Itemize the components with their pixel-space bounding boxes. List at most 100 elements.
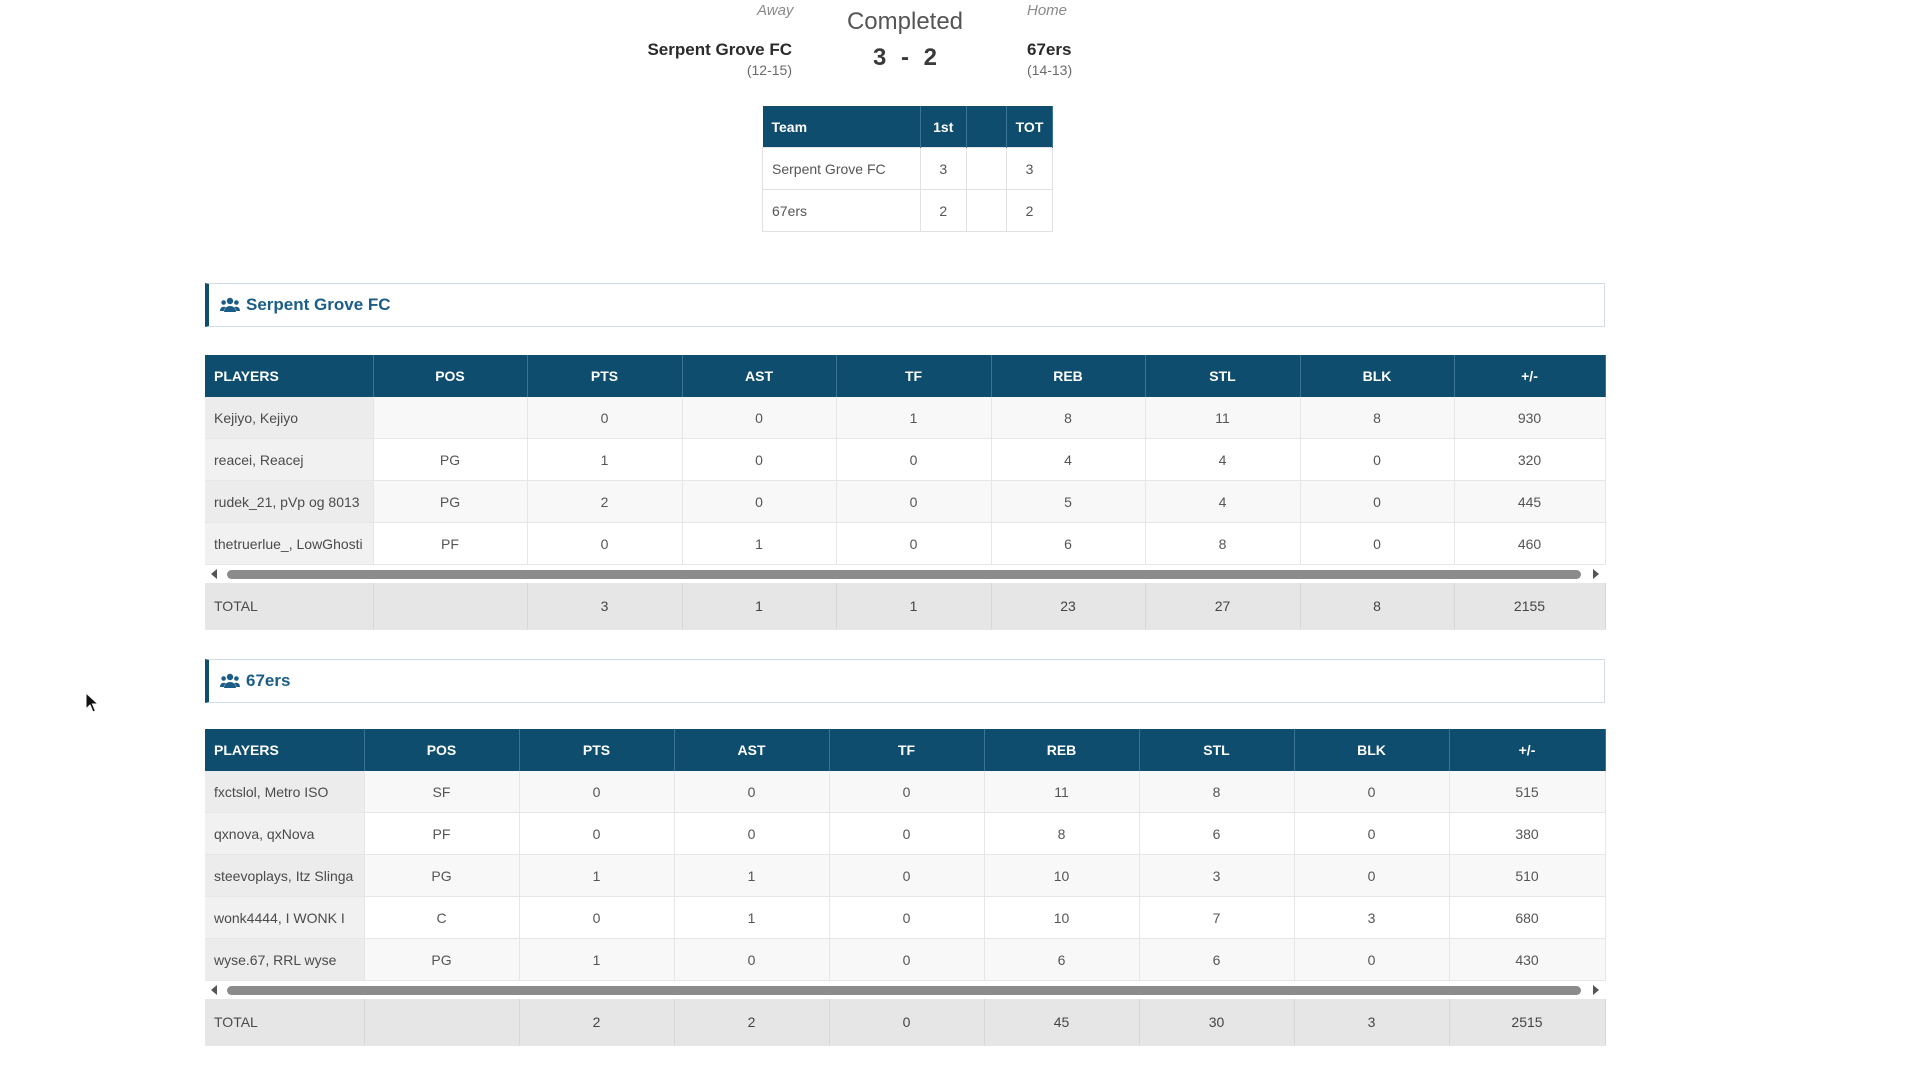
stat-cell: 11 (1145, 397, 1301, 439)
users-icon (220, 673, 240, 688)
player-name[interactable]: wonk4444, I WONK I (205, 896, 365, 939)
users-icon (220, 297, 240, 312)
stat-cell: 515 (1449, 771, 1606, 813)
player-name[interactable]: fxctslol, Metro ISO (205, 771, 365, 813)
stat-cell: 0 (836, 438, 992, 481)
stat-cell: 7 (1139, 896, 1295, 939)
stat-cell: PG (364, 854, 520, 897)
stat-cell: 0 (527, 522, 683, 565)
linescore-team: Serpent Grove FC (762, 147, 921, 190)
linescore-header-blank (966, 106, 1007, 148)
stat-cell: 4 (1145, 438, 1301, 481)
stat-cell: 0 (1294, 938, 1450, 981)
total-cell: 23 (991, 583, 1146, 630)
total-label: TOTAL (205, 583, 374, 630)
col-header-pos[interactable]: POS (364, 729, 520, 771)
away-team-record: (12-15) (746, 62, 792, 78)
team-section-header[interactable]: Serpent Grove FC (205, 283, 1605, 327)
scroll-right-arrow-icon[interactable] (1593, 569, 1599, 579)
linescore-cell (965, 147, 1007, 190)
stat-cell: 0 (682, 438, 837, 481)
scrollbar-thumb[interactable] (227, 570, 1581, 579)
player-name[interactable]: reacei, Reacej (205, 438, 374, 481)
stat-cell: 3 (1139, 854, 1295, 897)
stat-cell: 10 (984, 854, 1140, 897)
scroll-left-arrow-icon[interactable] (211, 569, 217, 579)
total-cell: 2155 (1454, 583, 1606, 630)
scrollbar-thumb[interactable] (227, 986, 1581, 995)
col-header-ast[interactable]: AST (674, 729, 830, 771)
table-row: rudek_21, pVp og 8013 PG 2 0 0 5 4 0 445 (205, 480, 1606, 523)
col-header-stl[interactable]: STL (1139, 729, 1295, 771)
player-name[interactable]: wyse.67, RRL wyse (205, 938, 365, 981)
linescore-team: 67ers (762, 189, 921, 232)
table-row: wonk4444, I WONK I C 0 1 0 10 7 3 680 (205, 896, 1606, 939)
col-header-pts[interactable]: PTS (519, 729, 675, 771)
linescore-row: Serpent Grove FC 3 3 (762, 147, 1053, 190)
home-team-name[interactable]: 67ers (1027, 40, 1072, 59)
col-header-reb[interactable]: REB (991, 355, 1146, 397)
stat-cell: 0 (836, 480, 992, 523)
table-row: wyse.67, RRL wyse PG 1 0 0 6 6 0 430 (205, 938, 1606, 981)
col-header-players[interactable]: PLAYERS (205, 355, 374, 397)
linescore-row: 67ers 2 2 (762, 189, 1053, 232)
linescore-header-1st: 1st (920, 106, 967, 148)
total-row: TOTAL 3 1 1 23 27 8 2155 (205, 583, 1606, 630)
player-name[interactable]: steevoplays, Itz Slinga (205, 854, 365, 897)
stat-cell: 510 (1449, 854, 1606, 897)
col-header-blk[interactable]: BLK (1300, 355, 1455, 397)
game-status: Completed (846, 8, 964, 35)
mouse-cursor-icon (85, 692, 99, 713)
col-header-pos[interactable]: POS (373, 355, 528, 397)
stat-cell: 8 (1145, 522, 1301, 565)
stat-cell: 1 (674, 854, 830, 897)
horizontal-scrollbar[interactable] (205, 565, 1605, 583)
col-header-players[interactable]: PLAYERS (205, 729, 365, 771)
team-section-title[interactable]: 67ers (246, 671, 291, 690)
boxscore-header-row: PLAYERS POS PTS AST TF REB STL BLK +/- (205, 729, 1606, 771)
score-separator: - (901, 44, 909, 71)
col-header-reb[interactable]: REB (984, 729, 1140, 771)
player-name[interactable]: rudek_21, pVp og 8013 (205, 480, 374, 523)
col-header-plus-minus[interactable]: +/- (1454, 355, 1606, 397)
stat-cell: 1 (519, 854, 675, 897)
player-name[interactable]: thetruerlue_, LowGhosti (205, 522, 374, 565)
col-header-tf[interactable]: TF (836, 355, 992, 397)
team-section-title[interactable]: Serpent Grove FC (246, 295, 391, 314)
team-section-header[interactable]: 67ers (205, 659, 1605, 703)
stat-cell: 6 (984, 938, 1140, 981)
player-name[interactable]: Kejiyo, Kejiyo (205, 397, 374, 439)
col-header-blk[interactable]: BLK (1294, 729, 1450, 771)
stat-cell: 6 (1139, 938, 1295, 981)
stat-cell: 10 (984, 896, 1140, 939)
total-cell (373, 583, 528, 630)
horizontal-scrollbar[interactable] (205, 981, 1605, 999)
stat-cell: 8 (984, 812, 1140, 855)
linescore-cell: 2 (1006, 189, 1053, 232)
player-name[interactable]: qxnova, qxNova (205, 812, 365, 855)
scrollbar-row (205, 980, 1605, 999)
scroll-left-arrow-icon[interactable] (211, 985, 217, 995)
table-row: thetruerlue_, LowGhosti PF 0 1 0 6 8 0 4… (205, 522, 1606, 565)
stat-cell: 0 (829, 771, 985, 813)
stat-cell: 445 (1454, 480, 1606, 523)
stat-cell: 0 (829, 854, 985, 897)
stat-cell: 320 (1454, 438, 1606, 481)
final-score: 3 - 2 (800, 44, 1010, 72)
total-label: TOTAL (205, 999, 365, 1046)
stat-cell: 0 (674, 771, 830, 813)
stat-cell: 0 (836, 522, 992, 565)
col-header-ast[interactable]: AST (682, 355, 837, 397)
col-header-plus-minus[interactable]: +/- (1449, 729, 1606, 771)
col-header-tf[interactable]: TF (829, 729, 985, 771)
total-cell: 27 (1145, 583, 1301, 630)
scroll-right-arrow-icon[interactable] (1593, 985, 1599, 995)
table-row: fxctslol, Metro ISO SF 0 0 0 11 8 0 515 (205, 771, 1606, 813)
stat-cell (373, 397, 528, 439)
col-header-stl[interactable]: STL (1145, 355, 1301, 397)
stat-cell: 0 (682, 480, 837, 523)
col-header-pts[interactable]: PTS (527, 355, 683, 397)
stat-cell: 380 (1449, 812, 1606, 855)
table-row: steevoplays, Itz Slinga PG 1 1 0 10 3 0 … (205, 854, 1606, 897)
away-team-name[interactable]: Serpent Grove FC (647, 40, 792, 59)
